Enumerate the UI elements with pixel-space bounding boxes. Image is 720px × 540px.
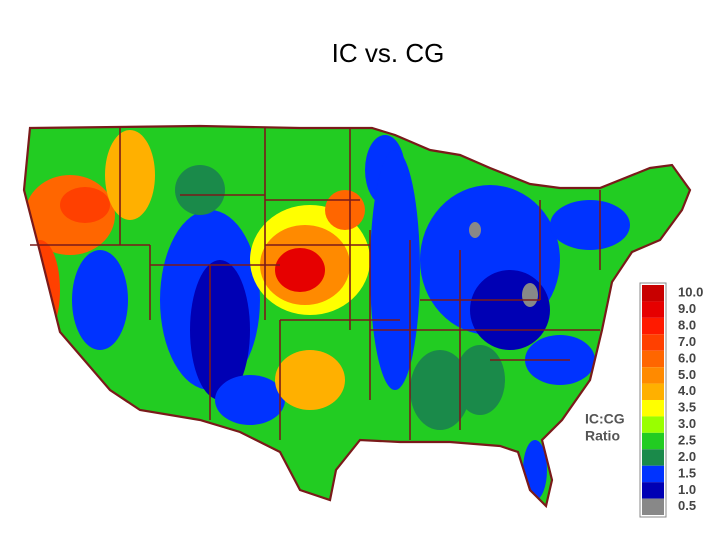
legend-label: 5.0 (678, 367, 696, 382)
legend-label: 1.5 (678, 465, 696, 480)
legend-swatch (642, 432, 664, 450)
legend-label: 2.5 (678, 433, 696, 448)
legend-label: 2.0 (678, 449, 696, 464)
legend-label: 3.0 (678, 416, 696, 431)
legend-swatch (642, 334, 664, 351)
legend-swatch (642, 449, 664, 466)
legend-swatch (642, 482, 664, 499)
legend-label: 9.0 (678, 301, 696, 316)
legend-label: 1.0 (678, 482, 696, 497)
legend-swatch (642, 350, 664, 368)
legend-swatch (642, 465, 664, 483)
legend-swatch (642, 498, 664, 515)
legend-label: 8.0 (678, 318, 696, 333)
legend-frame (639, 282, 667, 518)
state-lines (30, 128, 601, 440)
legend-label: 0.5 (678, 498, 696, 513)
legend-swatch (642, 367, 664, 384)
legend-label: 4.0 (678, 383, 696, 398)
map-fill (24, 126, 690, 506)
legend-swatch (642, 400, 664, 417)
legend-swatch (642, 383, 664, 400)
legend: IC:CG Ratio 10.09.0 8.07.06.0 5.04.0 3.53.0… (585, 282, 703, 518)
legend-swatch (642, 416, 664, 433)
legend-label: 6.0 (678, 350, 696, 365)
legend-swatch (642, 317, 664, 335)
legend-label: 7.0 (678, 334, 696, 349)
legend-label: 10.0 (678, 285, 703, 300)
legend-swatch (642, 301, 664, 318)
title: IC vs. CG (332, 38, 445, 68)
legend-title: IC:CG (585, 411, 625, 427)
legend-label: 3.5 (678, 400, 696, 415)
legend-swatch (642, 285, 664, 302)
legend-title: Ratio (585, 428, 620, 444)
